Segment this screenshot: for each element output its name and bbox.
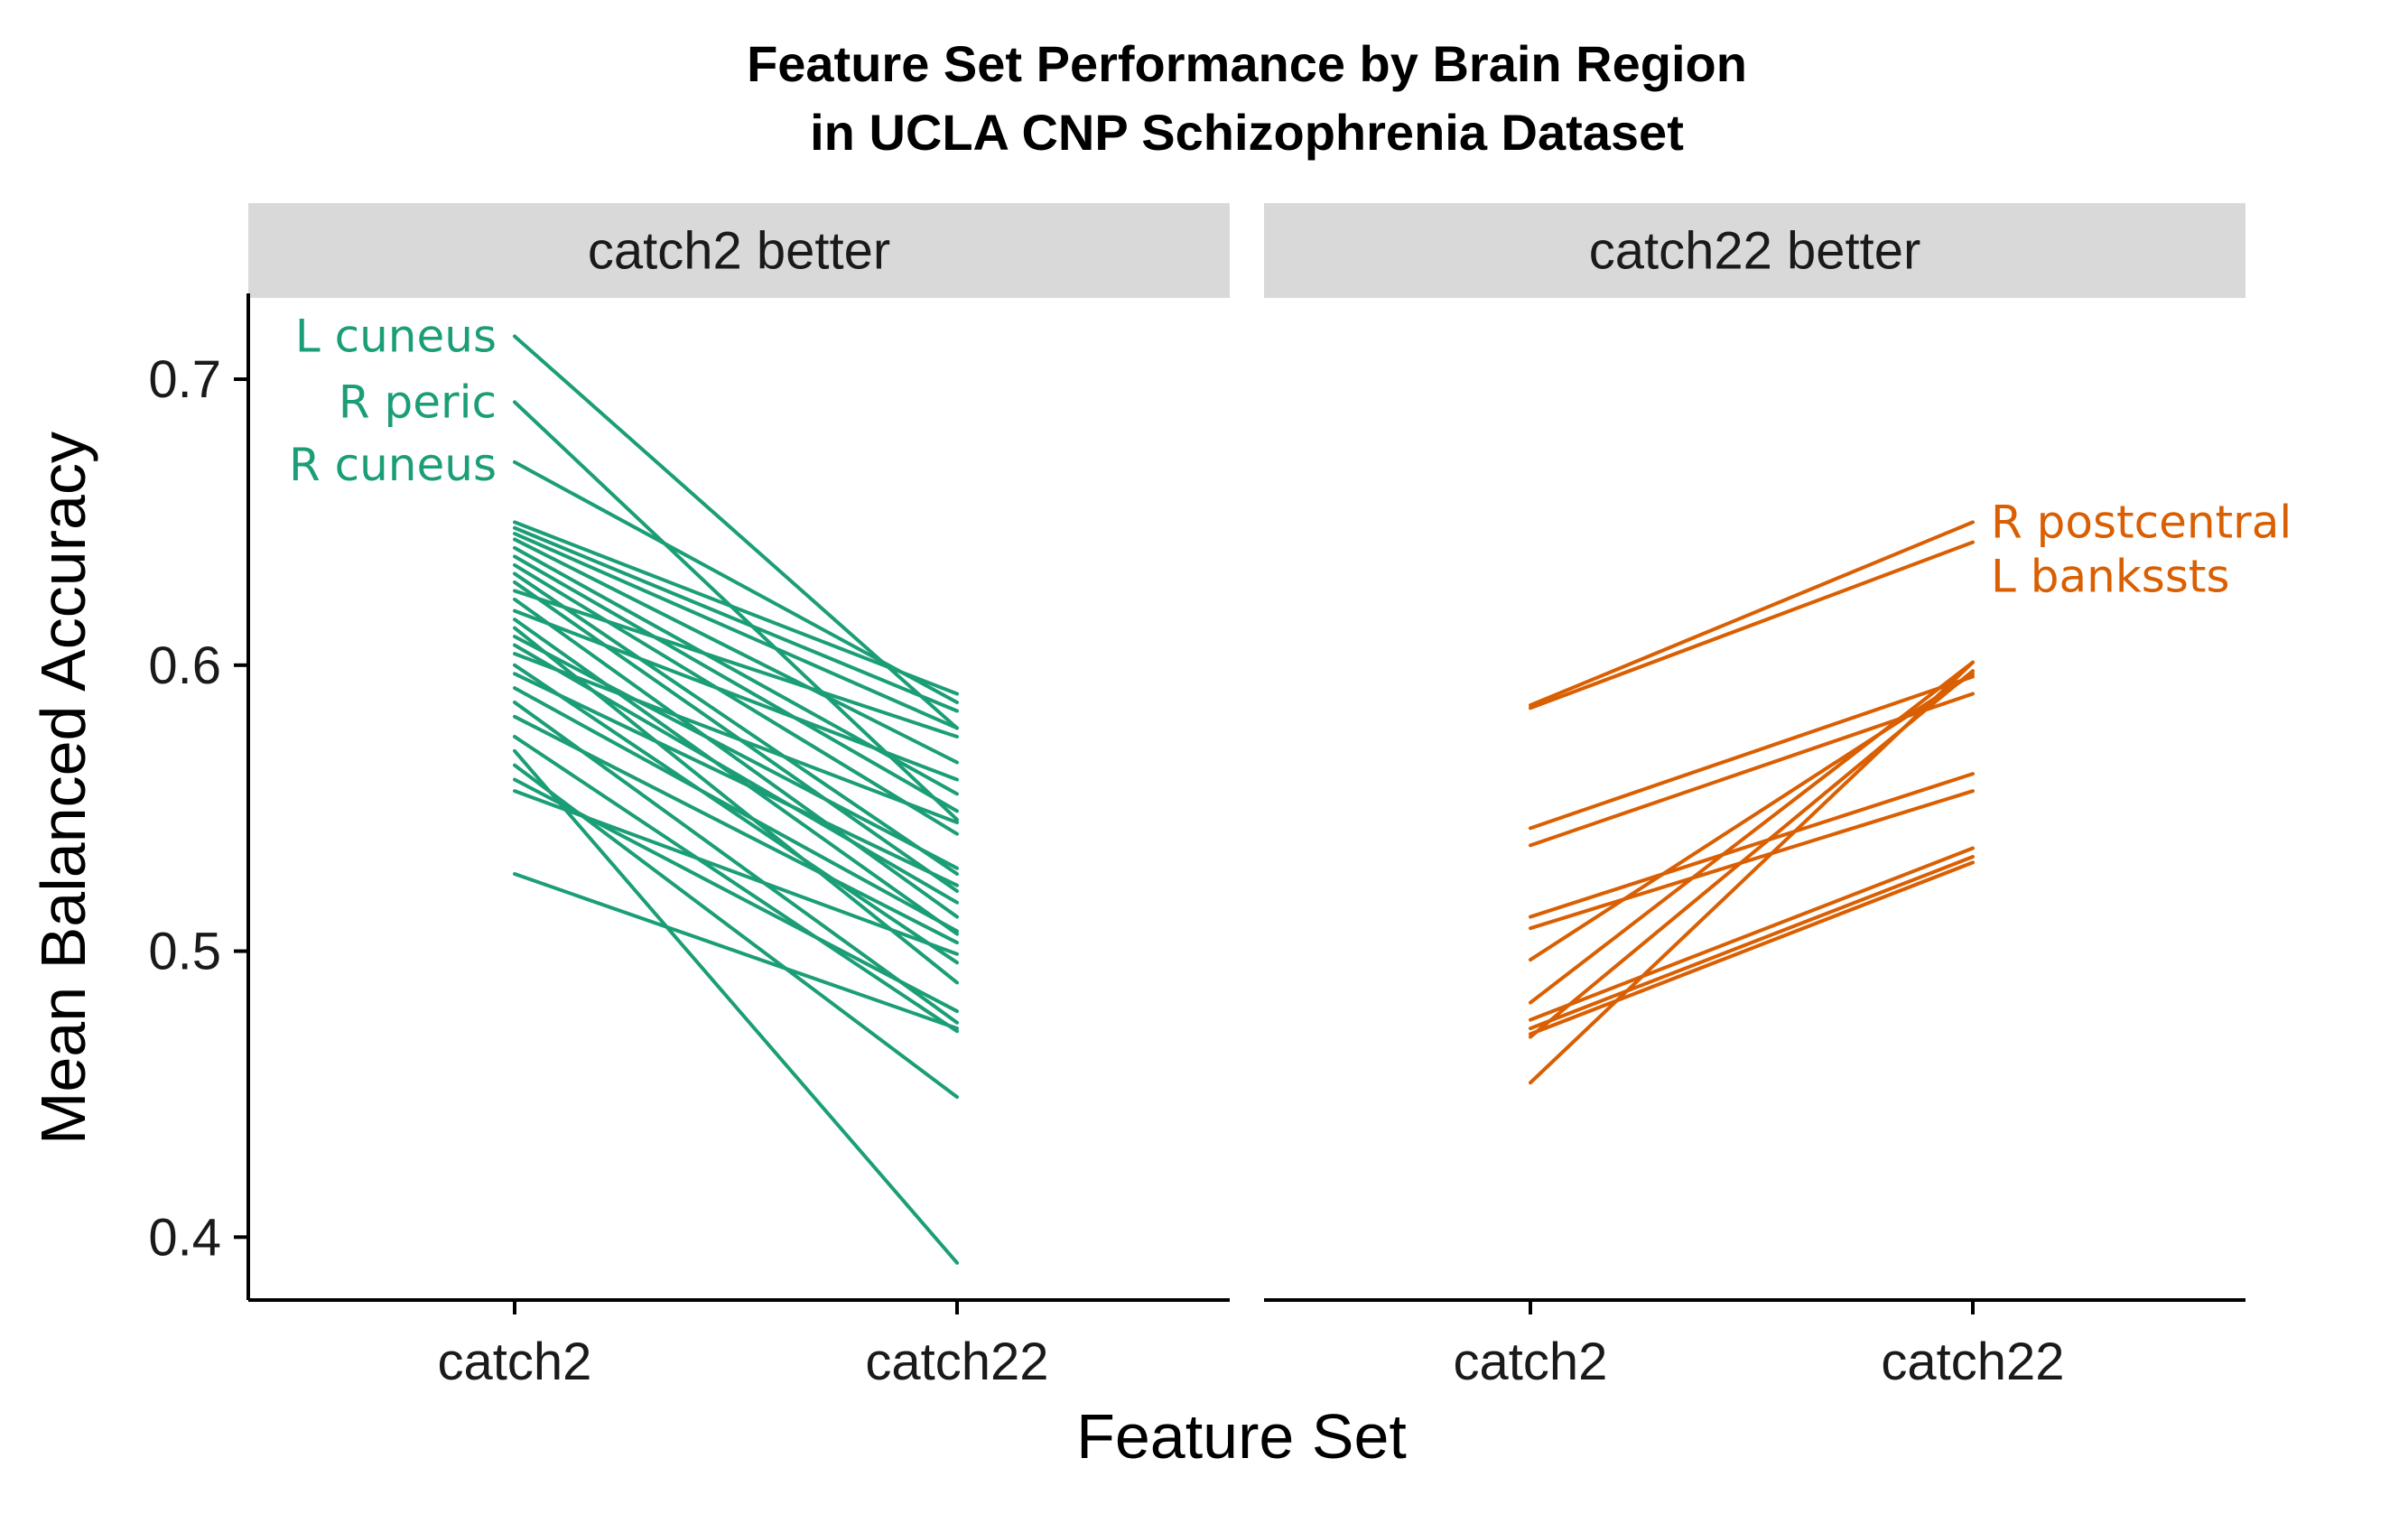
region-label: R postcentral xyxy=(1991,496,2292,548)
y-tick-label: 0.5 xyxy=(148,923,221,981)
region-line xyxy=(513,562,959,836)
region-line xyxy=(513,554,959,813)
facet-strip-label: catch22 better xyxy=(1589,222,1921,281)
region-line xyxy=(513,734,959,1034)
region-label: L bankssts xyxy=(1991,551,2230,603)
region-line xyxy=(513,663,959,965)
region-line xyxy=(513,520,959,696)
region-line xyxy=(513,589,959,738)
chart-subtitle: in UCLA CNP Schizophrenia Dataset xyxy=(810,104,1684,161)
region-line xyxy=(1529,674,1975,831)
region-line xyxy=(1529,660,1975,1085)
region-line xyxy=(513,608,959,782)
facet-strip-label: catch2 better xyxy=(588,222,890,281)
region-label: R cuneus xyxy=(289,439,497,491)
facet-strip xyxy=(248,203,1230,298)
y-tick-label: 0.4 xyxy=(148,1208,221,1267)
region-line xyxy=(513,597,959,919)
x-tick-label: catch22 xyxy=(1881,1333,2064,1391)
region-line xyxy=(513,748,959,1265)
x-axis-title: Feature Set xyxy=(1076,1401,1407,1472)
region-line xyxy=(1529,846,1975,1022)
region-line xyxy=(513,460,959,704)
region-line xyxy=(1529,855,1975,1031)
region-line xyxy=(1529,860,1975,1036)
region-line xyxy=(513,532,959,730)
chart-title: Feature Set Performance by Brain Region xyxy=(747,35,1747,92)
y-tick-label: 0.7 xyxy=(148,350,221,409)
facet-strip xyxy=(1264,203,2245,298)
region-line xyxy=(513,714,959,945)
region-line xyxy=(513,643,959,905)
region-line xyxy=(513,672,959,887)
region-line xyxy=(1529,520,1975,708)
facet-panel: catch2 better catch2 catch22 0.4 0.5 0.6 0.7 L … xyxy=(148,203,1230,1391)
region-line xyxy=(513,618,959,936)
region-line xyxy=(1529,540,1975,711)
region-label: L cuneus xyxy=(295,311,497,363)
y-tick-label: 0.6 xyxy=(148,636,221,695)
region-line xyxy=(1529,789,1975,931)
region-line xyxy=(513,537,959,765)
region-line xyxy=(1529,660,1975,1005)
region-label: R peric xyxy=(339,376,497,428)
x-tick-label: catch2 xyxy=(438,1333,592,1391)
y-axis-title: Mean Balanced Accuracy xyxy=(28,432,98,1145)
region-line xyxy=(513,652,959,825)
facet-panel: catch22 better catch2 catch22 R postcentral… xyxy=(1264,203,2292,1391)
x-tick-label: catch22 xyxy=(865,1333,1048,1391)
region-line xyxy=(513,571,959,877)
region-line xyxy=(1529,772,1975,919)
region-line xyxy=(513,686,959,933)
x-tick-label: catch2 xyxy=(1454,1333,1608,1391)
region-line xyxy=(1529,672,1975,962)
region-line xyxy=(513,789,959,956)
region-line xyxy=(513,763,959,1100)
region-line xyxy=(513,525,959,713)
facet-panels: catch2 better catch2 catch22 0.4 0.5 0.6 0.7 L … xyxy=(148,203,2292,1391)
region-line xyxy=(513,872,959,1031)
region-line xyxy=(513,635,959,870)
